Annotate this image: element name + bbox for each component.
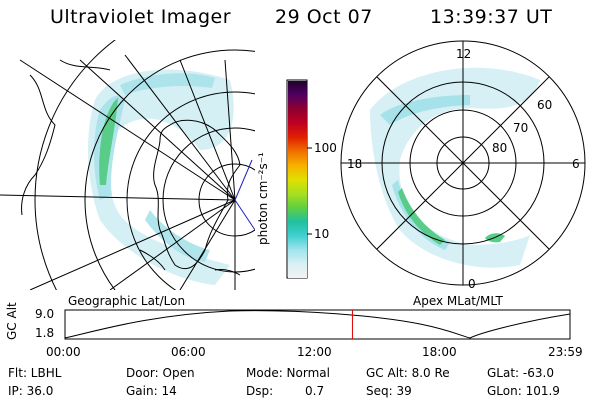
mlt-label-0: 0 (468, 277, 476, 291)
instrument-title: Ultraviolet Imager (50, 6, 232, 28)
mlat-label-60: 60 (537, 98, 553, 112)
timeline-ylabel: GC Alt (5, 302, 19, 340)
timeline-ytick-low: 1.8 (35, 326, 55, 340)
geographic-map (0, 40, 255, 290)
timeline-xtick-2: 12:00 (297, 345, 332, 359)
ip-info: IP: 36.0 (8, 384, 54, 398)
gc-alt-info: GC Alt: 8.0 Re (366, 366, 450, 380)
mlat-label-80: 80 (492, 141, 508, 155)
colorbar-unit-label: photon cm⁻²s⁻¹ (256, 152, 270, 245)
mlt-label-12: 12 (456, 47, 472, 61)
glon-info: GLon: 101.9 (487, 384, 560, 398)
dsp-label: Dsp: (246, 384, 274, 398)
mlt-label-6: 6 (572, 157, 580, 171)
seq-info: Seq: 39 (366, 384, 412, 398)
timeline-xtick-4: 23:59 (548, 345, 583, 359)
timeline-xtick-0: 00:00 (46, 345, 81, 359)
filter-info: Flt: LBHL (8, 366, 62, 380)
mlat-label-70: 70 (513, 121, 529, 135)
timeline-xtick-1: 06:00 (171, 345, 206, 359)
apex-panel-label: Apex MLat/MLT (413, 294, 503, 308)
colorbar-gradient (288, 81, 307, 278)
dsp-value: 0.7 (305, 384, 325, 398)
door-info: Door: Open (126, 366, 195, 380)
time-label: 13:39:37 UT (430, 6, 553, 28)
timeline-xtick-3: 18:00 (422, 345, 457, 359)
date-label: 29 Oct 07 (275, 6, 373, 28)
colorbar-tick-10: 10 (314, 227, 330, 241)
geographic-panel-label: Geographic Lat/Lon (68, 294, 186, 308)
glat-info: GLat: -63.0 (487, 366, 554, 380)
mode-info: Mode: Normal (246, 366, 330, 380)
mlt-label-18: 18 (347, 157, 363, 171)
timeline-ytick-high: 9.0 (35, 307, 55, 321)
apex-polar-plot (340, 40, 586, 286)
altitude-timeline (64, 309, 571, 340)
gain-info: Gain: 14 (126, 384, 177, 398)
colorbar-tick-100: 100 (314, 141, 337, 155)
colorbar (286, 79, 312, 279)
